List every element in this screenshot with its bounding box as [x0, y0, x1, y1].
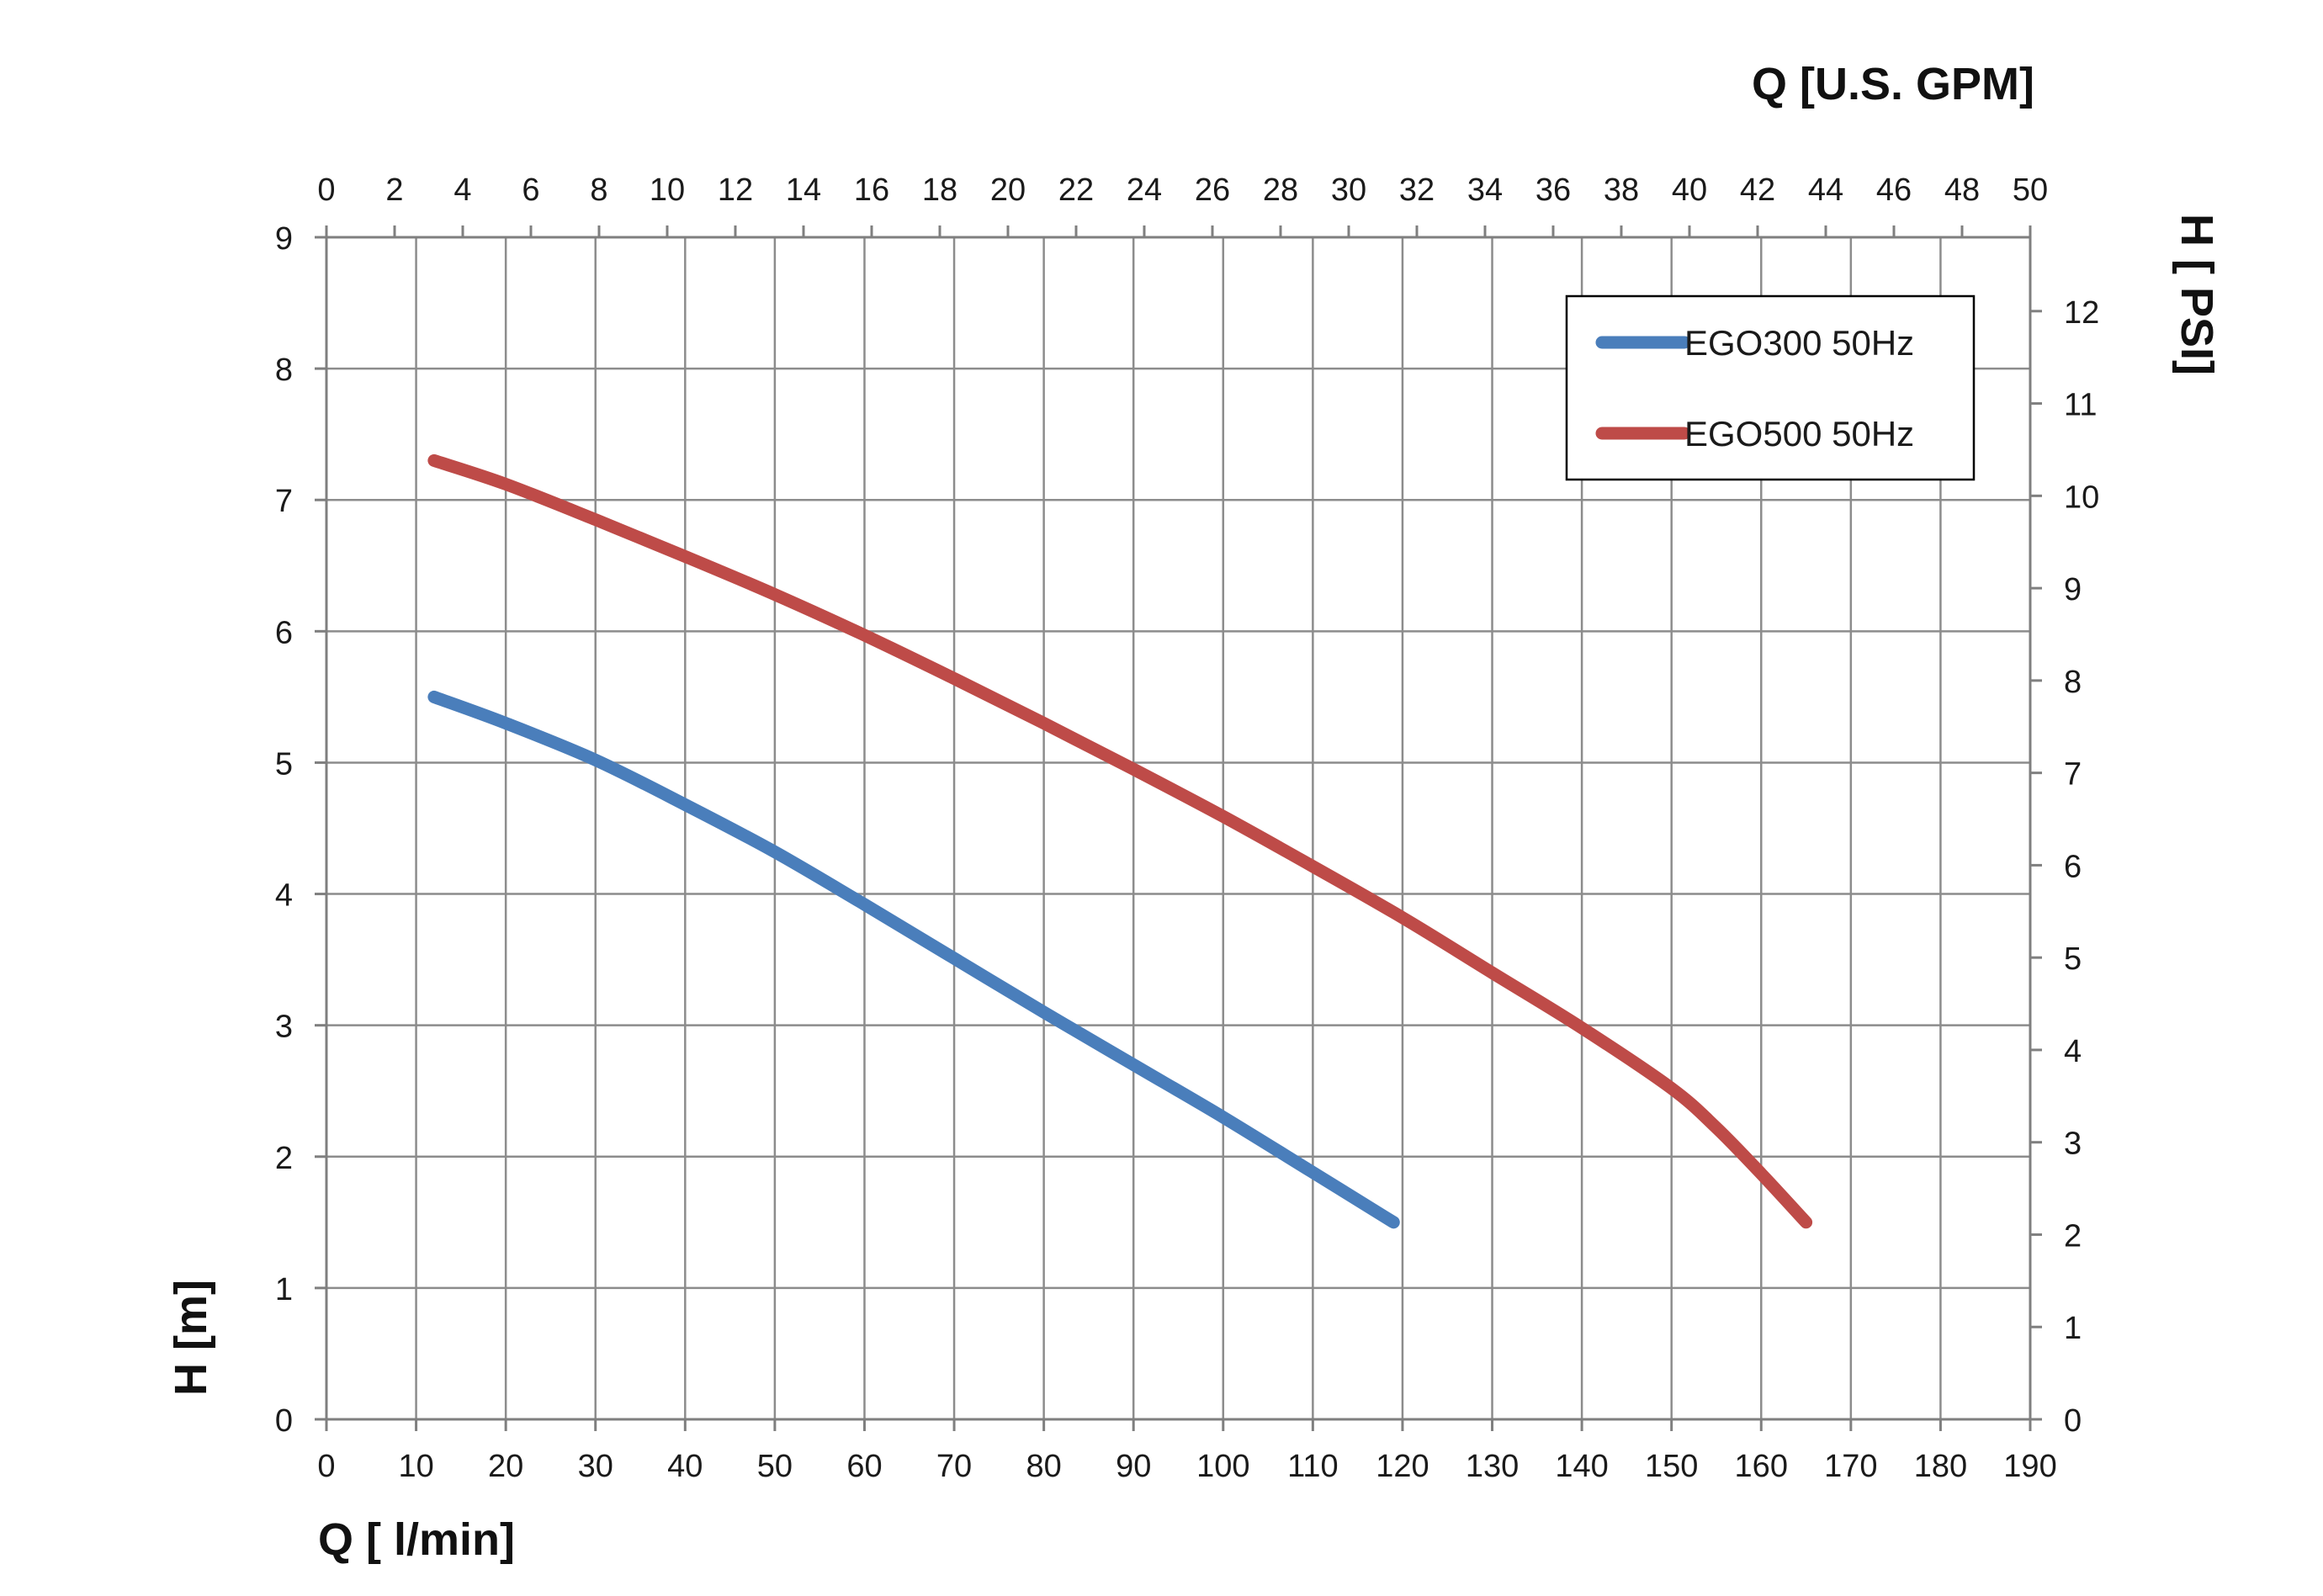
y2-tick-label: 3	[2064, 1127, 2082, 1162]
axis-titles: Q [ l/min] Q [U.S. GPM] H [m] H [ PSI]	[166, 59, 2222, 1565]
x2-tick-label: 42	[1740, 172, 1775, 208]
x-tick-label: 40	[667, 1449, 703, 1484]
x2-tick-label: 40	[1672, 172, 1707, 208]
x-tick-label: 60	[846, 1449, 882, 1484]
x2-tick-label: 44	[1808, 172, 1843, 208]
y-tick-label: 5	[275, 746, 293, 782]
y-tick-label: 1	[275, 1272, 293, 1307]
y2-tick-label: 8	[2064, 665, 2082, 700]
tick-labels: 0 10 20 30 40 50 60 70 80 90 100 110 120 130 140 150 160…	[275, 172, 2099, 1484]
y-tick-label: 4	[275, 878, 293, 914]
x-tick-label: 170	[1824, 1449, 1877, 1484]
x-tick-label: 90	[1116, 1449, 1151, 1484]
legend-box	[1565, 294, 1976, 481]
y2-tick-label: 1	[2064, 1311, 2082, 1346]
y2-tick-label: 12	[2064, 295, 2099, 331]
y2-axis-title: H [ PSI]	[2172, 214, 2222, 375]
y2-tick-label: 4	[2064, 1034, 2082, 1069]
x2-tick-label: 34	[1467, 172, 1503, 208]
x-tick-label: 80	[1026, 1449, 1061, 1484]
x2-tick-label: 14	[786, 172, 821, 208]
y2-tick-label: 2	[2064, 1218, 2082, 1254]
x-tick-label: 120	[1376, 1449, 1429, 1484]
x-tick-label: 150	[1645, 1449, 1698, 1484]
x-tick-label: 10	[398, 1449, 433, 1484]
x2-tick-label: 50	[2013, 172, 2048, 208]
y-tick-label: 7	[275, 484, 293, 519]
y-tick-label: 2	[275, 1141, 293, 1176]
x2-tick-label: 26	[1195, 172, 1230, 208]
y2-tick-label: 7	[2064, 757, 2082, 793]
x2-tick-label: 30	[1331, 172, 1366, 208]
legend-label-2: EGO500 50Hz	[1684, 414, 1914, 453]
x-tick-label: 190	[2003, 1449, 2056, 1484]
x-tick-label: 50	[757, 1449, 793, 1484]
x2-tick-label: 4	[453, 172, 471, 208]
y2-tick-label: 0	[2064, 1403, 2082, 1439]
x-tick-label: 100	[1196, 1449, 1249, 1484]
y-tick-label: 8	[275, 353, 293, 388]
series-line-2	[427, 453, 1813, 1229]
x2-tick-label: 12	[718, 172, 753, 208]
x2-tick-label: 24	[1127, 172, 1162, 208]
y2-tick-label: 6	[2064, 849, 2082, 884]
x2-tick-label: 16	[854, 172, 889, 208]
series	[427, 453, 1813, 1229]
x-tick-label: 30	[578, 1449, 613, 1484]
x2-tick-label: 2	[385, 172, 403, 208]
x2-tick-label: 22	[1058, 172, 1094, 208]
x2-tick-label: 38	[1604, 172, 1639, 208]
y2-tick-label: 11	[2064, 388, 2097, 423]
x-tick-label: 180	[1914, 1449, 1967, 1484]
y2-tick-label: 10	[2064, 480, 2099, 515]
x2-tick-label: 28	[1263, 172, 1298, 208]
axes	[315, 225, 2042, 1431]
y-tick-label: 3	[275, 1010, 293, 1045]
y2-tick-label: 9	[2064, 572, 2082, 607]
x2-tick-label: 46	[1876, 172, 1912, 208]
y-tick-label: 0	[275, 1403, 293, 1439]
x2-tick-label: 6	[522, 172, 539, 208]
grid	[326, 237, 2030, 1419]
x2-tick-label: 48	[1944, 172, 1980, 208]
x2-tick-label: 36	[1535, 172, 1571, 208]
x-tick-label: 70	[936, 1449, 972, 1484]
x-tick-label: 20	[488, 1449, 523, 1484]
x2-tick-label: 32	[1399, 172, 1435, 208]
x2-axis-title: Q [U.S. GPM]	[1752, 59, 2034, 109]
x2-tick-label: 0	[317, 172, 335, 208]
x2-tick-label: 10	[650, 172, 685, 208]
x-tick-label: 140	[1555, 1449, 1608, 1484]
legend-label-1: EGO300 50Hz	[1684, 323, 1914, 363]
y2-tick-label: 5	[2064, 941, 2082, 977]
x-axis-title: Q [ l/min]	[318, 1514, 515, 1565]
x2-tick-label: 18	[922, 172, 957, 208]
x2-tick-label: 20	[990, 172, 1026, 208]
x-tick-label: 110	[1287, 1449, 1339, 1484]
y-tick-label: 9	[275, 221, 293, 257]
x2-tick-label: 8	[590, 172, 607, 208]
x-tick-label: 130	[1466, 1449, 1519, 1484]
legend: EGO300 50Hz EGO500 50Hz	[1565, 294, 1976, 481]
x-tick-label: 0	[317, 1449, 335, 1484]
series-line-1	[427, 690, 1400, 1229]
y-axis-title: H [m]	[166, 1280, 216, 1396]
y-tick-label: 6	[275, 615, 293, 650]
x-tick-label: 160	[1735, 1449, 1788, 1484]
